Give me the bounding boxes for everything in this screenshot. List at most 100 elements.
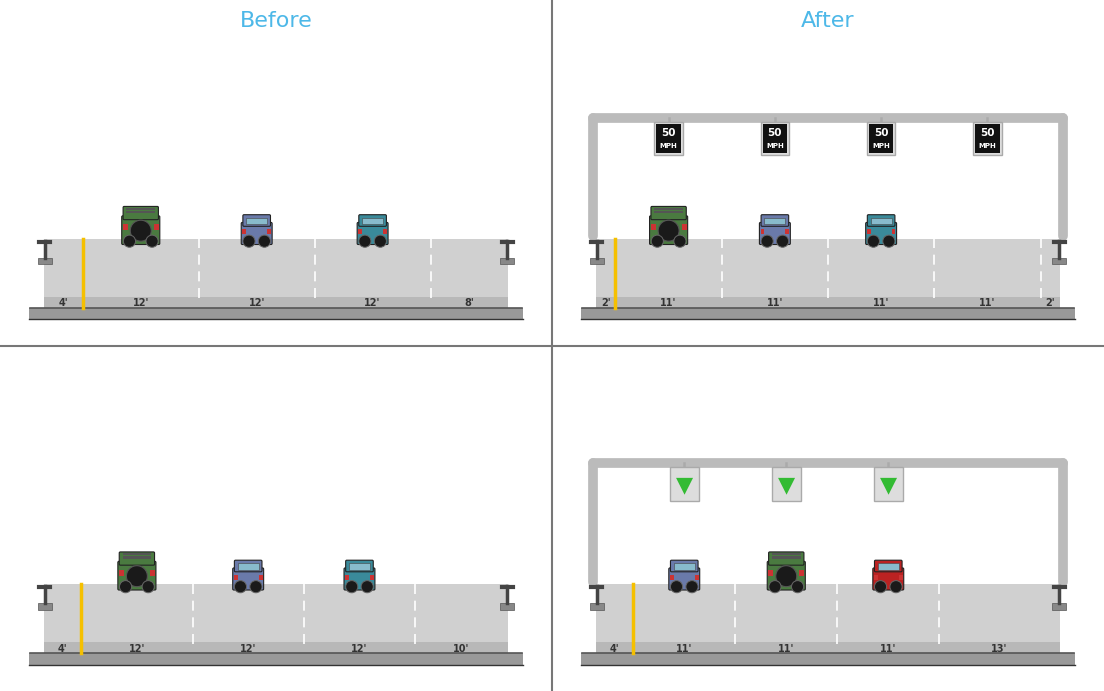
FancyBboxPatch shape (761, 215, 788, 226)
Bar (694, 575, 699, 580)
Text: ▼: ▼ (777, 475, 795, 495)
Bar (590, 603, 604, 610)
Bar (29, 654, 523, 665)
Circle shape (768, 580, 781, 593)
Bar (38, 603, 52, 610)
Bar (267, 229, 272, 234)
Bar (500, 603, 514, 610)
Text: 50: 50 (874, 128, 889, 138)
Circle shape (250, 580, 262, 593)
Bar (1052, 603, 1066, 610)
Bar (596, 239, 1060, 298)
Bar (29, 308, 523, 319)
Bar (153, 224, 159, 230)
Text: 11': 11' (660, 298, 677, 308)
Bar (878, 563, 899, 569)
Bar (127, 211, 155, 213)
Bar (581, 654, 1075, 665)
Bar (590, 258, 604, 265)
Bar (650, 224, 656, 230)
Bar (119, 569, 124, 576)
FancyBboxPatch shape (243, 215, 270, 226)
Circle shape (868, 235, 880, 247)
Bar (346, 575, 349, 580)
Text: 8': 8' (465, 298, 474, 308)
Bar (581, 665, 1075, 673)
Text: 10': 10' (454, 643, 469, 654)
Bar (246, 218, 267, 224)
Bar (596, 643, 1060, 654)
Bar (44, 585, 508, 643)
FancyBboxPatch shape (651, 207, 687, 220)
Circle shape (874, 580, 887, 593)
FancyBboxPatch shape (344, 568, 375, 590)
FancyBboxPatch shape (121, 216, 160, 245)
Bar (874, 575, 878, 580)
Text: Before: Before (240, 11, 312, 31)
Bar (29, 665, 523, 673)
Bar (38, 258, 52, 265)
Text: 50: 50 (767, 128, 782, 138)
Bar (123, 556, 151, 558)
Circle shape (346, 580, 358, 593)
Text: 2': 2' (601, 298, 611, 308)
Bar (258, 575, 263, 580)
FancyBboxPatch shape (359, 215, 386, 226)
Bar (596, 585, 1060, 643)
FancyBboxPatch shape (234, 560, 262, 571)
FancyBboxPatch shape (767, 561, 805, 590)
Circle shape (142, 580, 155, 593)
FancyBboxPatch shape (358, 223, 389, 245)
Bar (123, 553, 151, 556)
Text: 11': 11' (979, 298, 996, 308)
Circle shape (119, 580, 131, 593)
Bar (673, 563, 694, 569)
Bar (681, 224, 687, 230)
Text: 13': 13' (991, 643, 1008, 654)
Bar (362, 218, 383, 224)
Circle shape (234, 580, 246, 593)
Bar (655, 122, 683, 155)
Bar (150, 569, 155, 576)
Bar (500, 258, 514, 265)
FancyBboxPatch shape (866, 223, 896, 245)
Bar (764, 218, 785, 224)
FancyBboxPatch shape (242, 223, 273, 245)
FancyBboxPatch shape (760, 223, 790, 245)
Circle shape (651, 235, 664, 247)
Bar (768, 569, 773, 576)
Text: 4': 4' (57, 643, 67, 654)
Circle shape (883, 235, 895, 247)
Circle shape (359, 235, 371, 247)
Bar (123, 224, 128, 230)
Bar (234, 575, 237, 580)
Text: 4': 4' (609, 643, 619, 654)
FancyBboxPatch shape (874, 560, 902, 571)
Circle shape (361, 580, 373, 593)
Text: 11': 11' (778, 643, 795, 654)
Circle shape (127, 566, 148, 587)
FancyBboxPatch shape (119, 552, 155, 565)
Circle shape (761, 235, 773, 247)
Text: After: After (802, 11, 854, 31)
Text: MPH: MPH (766, 143, 784, 149)
Bar (670, 468, 699, 500)
Bar (370, 575, 374, 580)
Bar (655, 211, 683, 213)
Bar (892, 229, 895, 234)
Text: ▼: ▼ (880, 475, 896, 495)
Bar (975, 124, 999, 153)
FancyBboxPatch shape (768, 552, 804, 565)
Text: 2': 2' (1045, 298, 1055, 308)
Bar (127, 207, 155, 210)
Bar (869, 124, 893, 153)
Circle shape (243, 235, 255, 247)
Text: 11': 11' (873, 298, 890, 308)
Bar (874, 468, 903, 500)
Circle shape (124, 235, 136, 247)
FancyBboxPatch shape (669, 568, 700, 590)
Bar (383, 229, 386, 234)
Text: 12': 12' (132, 298, 149, 308)
Text: 11': 11' (880, 643, 896, 654)
Bar (763, 124, 787, 153)
